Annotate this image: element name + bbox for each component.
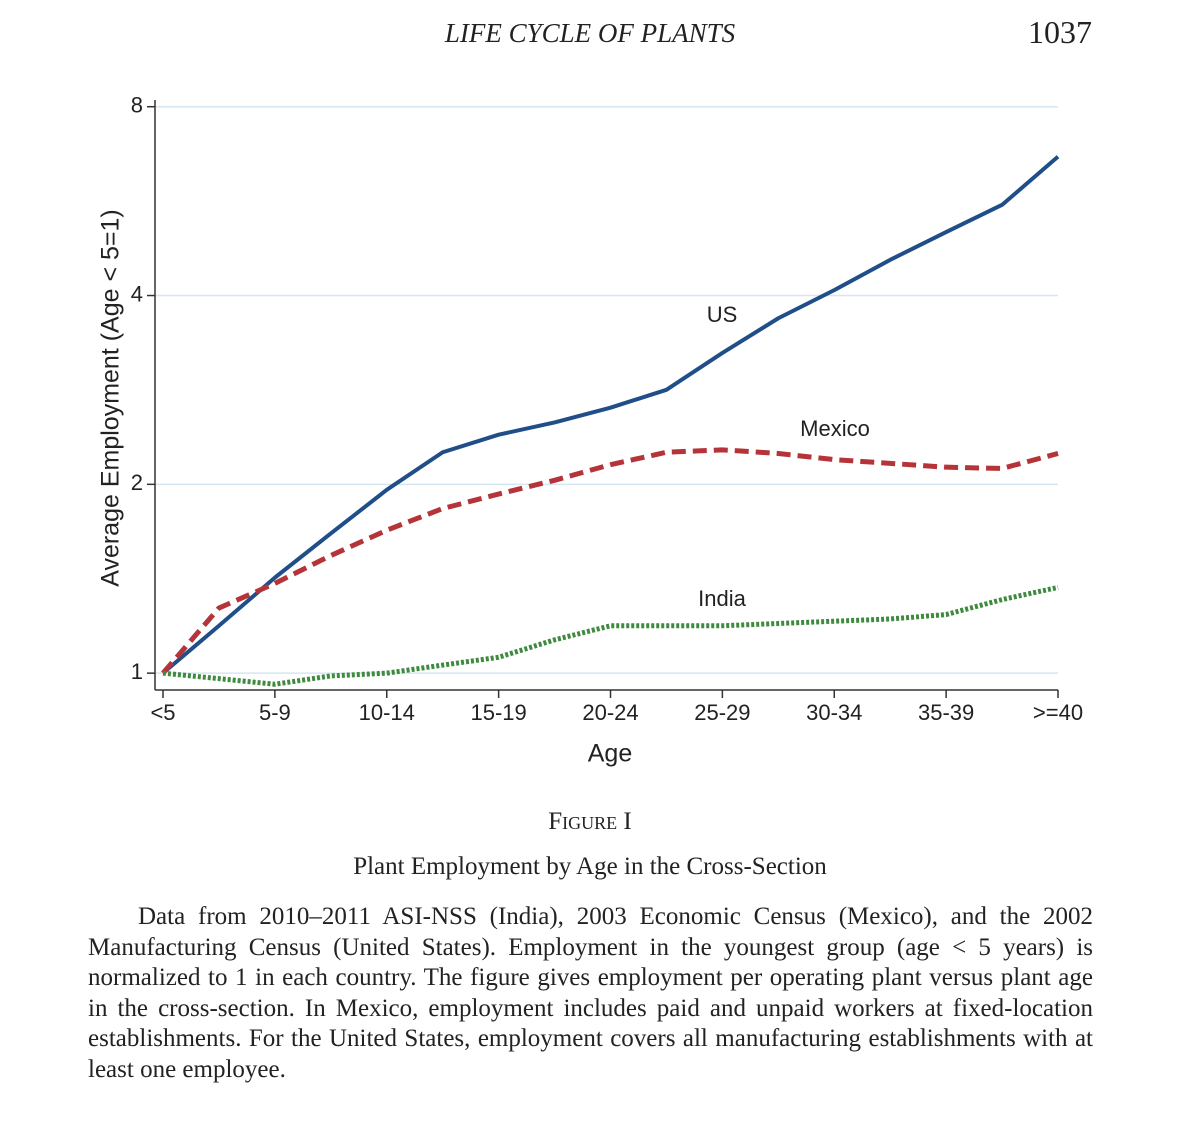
y-tick-label: 2: [131, 470, 143, 495]
chart: Average Employment (Age < 5=1) Age 1 2 4 8 <…: [97, 93, 1083, 768]
x-axis-label: Age: [588, 740, 632, 768]
x-tick-label: 10-14: [359, 700, 415, 725]
page-number: 1037: [1028, 14, 1092, 50]
figure-note: Data from 2010–2011 ASI-NSS (India), 200…: [88, 903, 1093, 1083]
x-tick-label: <5: [150, 700, 175, 725]
x-tick-label: 35-39: [918, 700, 974, 725]
y-axis-label: Average Employment (Age < 5=1): [97, 209, 125, 587]
x-tick-label: 5-9: [259, 700, 291, 725]
series-line: [161, 447, 1059, 675]
y-tick-label: 1: [131, 659, 143, 684]
y-tick-label: 4: [131, 281, 143, 306]
x-tick-label: >=40: [1033, 700, 1083, 725]
y-tick-label: 8: [131, 93, 143, 118]
figure-title: Plant Employment by Age in the Cross-Sec…: [353, 853, 827, 880]
x-tick-label: 20-24: [582, 700, 638, 725]
x-tick-label: 25-29: [694, 700, 750, 725]
series-label: India: [698, 586, 746, 611]
running-title: LIFE CYCLE OF PLANTS: [444, 18, 736, 48]
x-tick-label: 15-19: [470, 700, 526, 725]
series-label: Mexico: [800, 416, 870, 441]
figure-label: Figure I: [548, 808, 632, 835]
series-line: [162, 584, 1059, 687]
x-tick-label: 30-34: [806, 700, 862, 725]
series-label: US: [707, 302, 738, 327]
series-line: [161, 155, 1060, 675]
